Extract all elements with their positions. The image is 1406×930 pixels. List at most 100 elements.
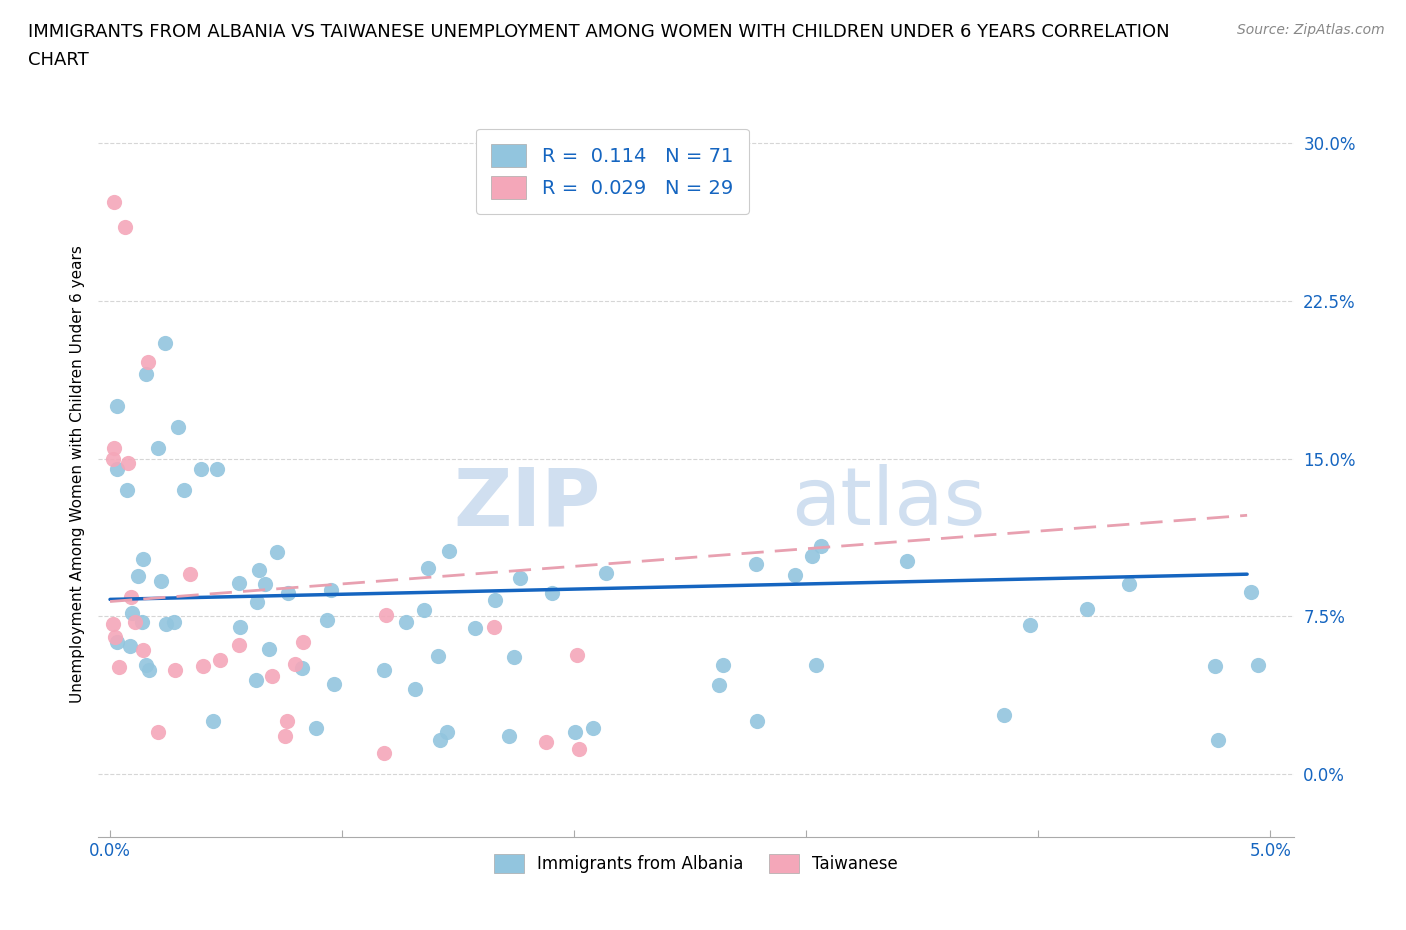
- Point: [114, 219, 136, 234]
- Point: [155, 617, 177, 631]
- Point: [277, 585, 299, 600]
- Point: [290, 660, 312, 675]
- Point: [806, 658, 828, 672]
- Point: [191, 658, 214, 673]
- Point: [105, 461, 128, 476]
- Point: [429, 733, 451, 748]
- Point: [1240, 585, 1263, 600]
- Point: [536, 735, 558, 750]
- Point: [707, 677, 730, 692]
- Point: [541, 585, 564, 600]
- Point: [711, 658, 734, 672]
- Point: [190, 461, 212, 476]
- Point: [437, 544, 460, 559]
- Text: IMMIGRANTS FROM ALBANIA VS TAIWANESE UNEMPLOYMENT AMONG WOMEN WITH CHILDREN UNDE: IMMIGRANTS FROM ALBANIA VS TAIWANESE UNE…: [28, 23, 1170, 41]
- Point: [247, 563, 270, 578]
- Point: [257, 642, 280, 657]
- Point: [150, 573, 173, 588]
- Point: [1118, 577, 1140, 591]
- Point: [162, 615, 184, 630]
- Point: [165, 662, 187, 677]
- Text: atlas: atlas: [792, 464, 986, 542]
- Point: [104, 630, 127, 644]
- Point: [138, 662, 160, 677]
- Point: [284, 657, 307, 671]
- Point: [136, 354, 159, 369]
- Point: [132, 643, 155, 658]
- Point: [498, 728, 520, 743]
- Point: [800, 549, 823, 564]
- Point: [896, 553, 918, 568]
- Point: [262, 669, 284, 684]
- Point: [117, 456, 139, 471]
- Text: ZIP: ZIP: [453, 464, 600, 542]
- Point: [565, 647, 588, 662]
- Point: [568, 741, 591, 756]
- Point: [373, 663, 395, 678]
- Point: [101, 451, 124, 466]
- Point: [426, 648, 449, 663]
- Point: [1247, 658, 1270, 672]
- Point: [167, 419, 190, 434]
- Point: [582, 720, 605, 735]
- Point: [373, 746, 395, 761]
- Point: [274, 728, 297, 743]
- Point: [395, 614, 418, 629]
- Point: [745, 556, 768, 571]
- Point: [416, 561, 439, 576]
- Point: [745, 714, 768, 729]
- Point: [115, 483, 138, 498]
- Point: [173, 483, 195, 498]
- Point: [246, 594, 269, 609]
- Point: [436, 724, 458, 739]
- Point: [413, 603, 436, 618]
- Text: Source: ZipAtlas.com: Source: ZipAtlas.com: [1237, 23, 1385, 37]
- Point: [107, 399, 129, 414]
- Point: [146, 441, 169, 456]
- Point: [132, 551, 155, 566]
- Text: CHART: CHART: [28, 51, 89, 69]
- Point: [316, 612, 339, 627]
- Y-axis label: Unemployment Among Women with Children Under 6 years: Unemployment Among Women with Children U…: [69, 246, 84, 703]
- Point: [993, 708, 1015, 723]
- Point: [292, 634, 315, 649]
- Legend: Immigrants from Albania, Taiwanese: Immigrants from Albania, Taiwanese: [488, 847, 904, 880]
- Point: [121, 605, 143, 620]
- Point: [103, 194, 125, 209]
- Point: [103, 441, 125, 456]
- Point: [564, 724, 586, 739]
- Point: [1204, 658, 1226, 673]
- Point: [103, 617, 125, 631]
- Point: [509, 570, 531, 585]
- Point: [209, 653, 232, 668]
- Point: [484, 593, 506, 608]
- Point: [153, 336, 176, 351]
- Point: [464, 620, 486, 635]
- Point: [482, 619, 505, 634]
- Point: [228, 575, 250, 590]
- Point: [124, 615, 146, 630]
- Point: [127, 568, 149, 583]
- Point: [1206, 733, 1229, 748]
- Point: [503, 649, 526, 664]
- Point: [205, 461, 228, 476]
- Point: [305, 720, 328, 735]
- Point: [120, 590, 142, 604]
- Point: [108, 659, 131, 674]
- Point: [1076, 602, 1098, 617]
- Point: [266, 544, 288, 559]
- Point: [245, 672, 267, 687]
- Point: [146, 724, 169, 739]
- Point: [783, 567, 806, 582]
- Point: [1018, 618, 1040, 632]
- Point: [253, 577, 276, 591]
- Point: [179, 566, 201, 581]
- Point: [810, 538, 832, 553]
- Point: [595, 565, 617, 580]
- Point: [374, 607, 396, 622]
- Point: [201, 714, 224, 729]
- Point: [404, 682, 426, 697]
- Point: [120, 638, 142, 653]
- Point: [131, 614, 153, 629]
- Point: [135, 658, 157, 673]
